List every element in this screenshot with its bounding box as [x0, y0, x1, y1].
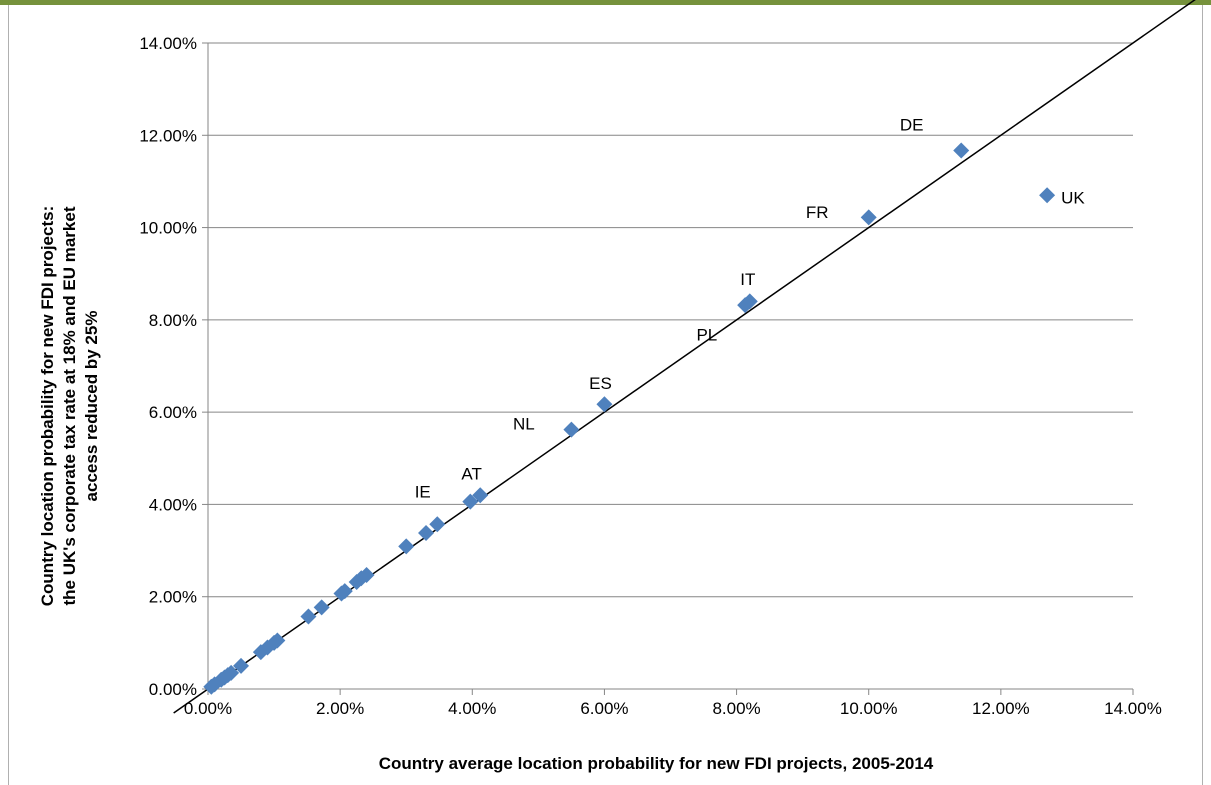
- data-point-11: [300, 608, 317, 625]
- top-border: [0, 0, 1211, 5]
- data-point-20: [429, 516, 446, 533]
- y-tick-label-5: 10.00%: [139, 219, 197, 238]
- y-axis-title-line-1: Country location probability for new FDI…: [38, 206, 57, 606]
- y-tick-label-2: 4.00%: [149, 495, 197, 514]
- data-point-27: [860, 209, 877, 226]
- point-label-at: AT: [461, 464, 481, 483]
- x-tick-label-6: 12.00%: [972, 699, 1030, 718]
- data-point-19: [418, 525, 435, 542]
- point-label-uk: UK: [1061, 188, 1085, 207]
- x-tick-label-0: 0.00%: [184, 699, 232, 718]
- x-tick-label-7: 14.00%: [1104, 699, 1162, 718]
- y-axis-title-line-3: access reduced by 25%: [82, 311, 101, 502]
- data-point-21: [462, 493, 479, 510]
- y-axis-title-line-2: the UK's corporate tax rate at 18% and E…: [60, 206, 79, 605]
- y-tick-label-3: 6.00%: [149, 403, 197, 422]
- y-tick-labels: 0.00% 2.00% 4.00% 6.00% 8.00% 10.00% 12.00% 14.…: [139, 34, 197, 699]
- plot-area: IE AT NL ES PL IT FR DE UK 0.00% 2.00% 4.00% 6.00% 8…: [139, 0, 1196, 718]
- x-axis-title: Country average location probability for…: [379, 754, 934, 773]
- point-label-ie: IE: [415, 482, 431, 501]
- data-points: [203, 142, 1056, 695]
- data-point-23: [563, 421, 580, 438]
- data-point-29: [1039, 187, 1056, 204]
- x-tick-label-5: 10.00%: [840, 699, 898, 718]
- data-point-5: [223, 664, 240, 681]
- y-tick-label-6: 12.00%: [139, 126, 197, 145]
- gridlines: [208, 42, 1133, 598]
- point-label-de: DE: [900, 116, 924, 135]
- y-tick-label-4: 8.00%: [149, 311, 197, 330]
- reference-line: [173, 0, 1196, 714]
- x-tick-labels: 0.00% 2.00% 4.00% 6.00% 8.00% 10.00% 12.00% 14.…: [184, 699, 1162, 718]
- data-point-14: [336, 583, 353, 600]
- x-tick-label-3: 6.00%: [580, 699, 628, 718]
- y-tick-label-0: 0.00%: [149, 680, 197, 699]
- data-point-10: [269, 632, 286, 649]
- y-tick-label-7: 14.00%: [139, 34, 197, 53]
- point-labels: IE AT NL ES PL IT FR DE UK: [415, 116, 1086, 502]
- point-label-fr: FR: [806, 203, 829, 222]
- data-point-26: [741, 293, 758, 310]
- point-label-pl: PL: [696, 325, 717, 344]
- reference-line-group: [173, 0, 1196, 714]
- point-label-nl: NL: [513, 415, 535, 434]
- x-tick-label-1: 2.00%: [316, 699, 364, 718]
- data-point-22: [472, 487, 489, 504]
- data-point-28: [953, 142, 970, 159]
- point-label-it: IT: [740, 270, 755, 289]
- y-tick-label-1: 2.00%: [149, 588, 197, 607]
- data-point-24: [596, 396, 613, 413]
- x-tick-label-2: 4.00%: [448, 699, 496, 718]
- data-point-6: [233, 657, 250, 674]
- data-point-12: [313, 599, 330, 616]
- x-tick-label-4: 8.00%: [712, 699, 760, 718]
- data-point-17: [358, 567, 375, 584]
- point-label-es: ES: [589, 374, 612, 393]
- y-axis-title: Country location probability for new FDI…: [38, 206, 101, 606]
- data-point-18: [398, 538, 415, 555]
